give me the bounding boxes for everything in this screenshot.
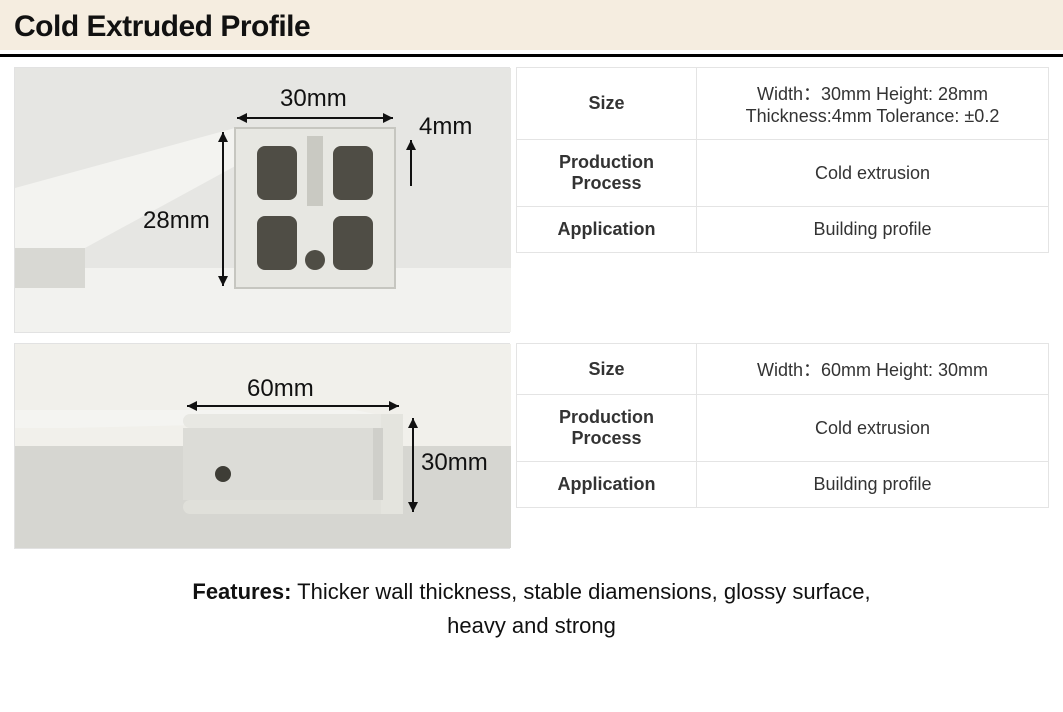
spec-value: Width：30mm Height: 28mm Thickness:4mm To… (697, 68, 1049, 140)
table-row: Size Width：30mm Height: 28mm Thickness:4… (517, 68, 1049, 140)
product2-spec-table: Size Width：60mm Height: 30mm Production … (516, 343, 1049, 508)
features-block: Features: Thicker wall thickness, stable… (40, 575, 1023, 643)
dim-thickness: 4mm (419, 113, 472, 140)
dim2-width: 60mm (247, 375, 314, 402)
dim2-height: 30mm (421, 449, 488, 476)
dim-width: 30mm (280, 85, 347, 112)
table-row: Production Process Cold extrusion (517, 395, 1049, 462)
spec-value: Width：60mm Height: 30mm (697, 344, 1049, 395)
product2-photo: 60mm 30mm (14, 343, 510, 549)
spec-value: Building profile (697, 207, 1049, 253)
title-bar: Cold Extruded Profile (0, 0, 1063, 50)
product1-spec-table: Size Width：30mm Height: 28mm Thickness:4… (516, 67, 1049, 253)
product1-photo: 30mm 28mm 4mm (14, 67, 510, 333)
table-row: Application Building profile (517, 462, 1049, 508)
spec-label: Production Process (517, 395, 697, 462)
features-text-line1: Thicker wall thickness, stable diamensio… (297, 579, 870, 604)
dim-height: 28mm (143, 207, 210, 234)
table-row: Application Building profile (517, 207, 1049, 253)
product-row-2: 60mm 30mm Size Width：60mm Height: 30mm P… (14, 343, 1049, 549)
spec-label: Application (517, 462, 697, 508)
title-rule (0, 54, 1063, 57)
table-row: Production Process Cold extrusion (517, 140, 1049, 207)
spec-value: Building profile (697, 462, 1049, 508)
spec-label: Application (517, 207, 697, 253)
spec-value: Cold extrusion (697, 395, 1049, 462)
product-row-1: 30mm 28mm 4mm Size Width：30mm Height: 28… (14, 67, 1049, 333)
spec-label: Size (517, 344, 697, 395)
spec-value: Cold extrusion (697, 140, 1049, 207)
page-title: Cold Extruded Profile (14, 10, 1049, 44)
features-text-line2: heavy and strong (447, 613, 616, 638)
spec-label: Size (517, 68, 697, 140)
table-row: Size Width：60mm Height: 30mm (517, 344, 1049, 395)
features-label: Features: (192, 579, 291, 604)
spec-label: Production Process (517, 140, 697, 207)
